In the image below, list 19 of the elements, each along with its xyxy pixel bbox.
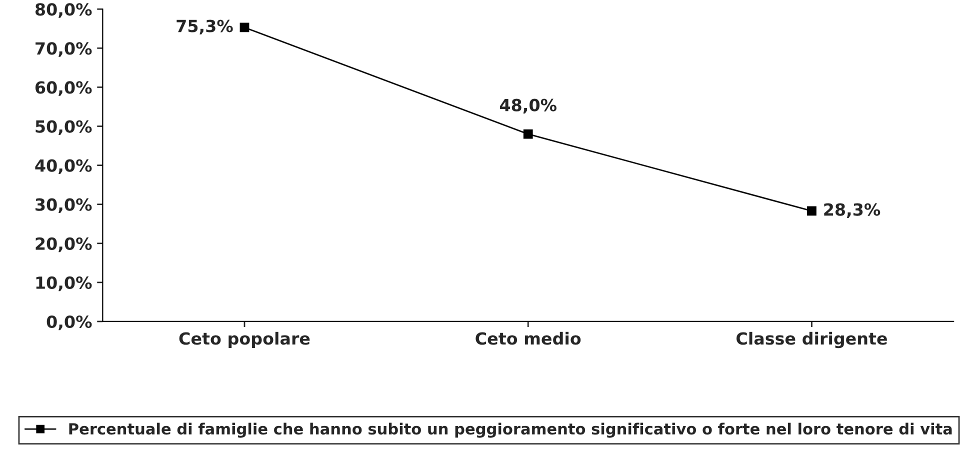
data-label: 75,3%: [176, 20, 233, 34]
y-tick-label: 40,0%: [35, 159, 92, 174]
y-tick-label: 20,0%: [36, 237, 92, 252]
y-tick-label: 70,0%: [36, 42, 92, 57]
x-tick-label: Ceto popolare: [179, 332, 310, 348]
y-tick-label: 0,0%: [46, 315, 92, 330]
point: [807, 206, 816, 216]
y-tick-label: 30,0%: [36, 198, 92, 214]
x-tick-label: Ceto medio: [476, 332, 581, 345]
x-tick-label: Classe dirigente: [736, 332, 887, 348]
point: [240, 22, 250, 32]
y-tick-label: 10,0%: [36, 276, 92, 292]
data-label: 28,3%: [824, 203, 880, 218]
data-label: 48,0%: [500, 98, 556, 114]
point: [523, 129, 533, 139]
legend-label: Percentuale di famiglie che hanno subito un peggioramento significativo o forte nel loro tenore di vita: [69, 422, 952, 438]
y-tick-label: 60,0%: [35, 81, 92, 96]
y-tick-label: 80,0%: [35, 3, 92, 18]
y-tick-label: 50,0%: [36, 120, 92, 135]
